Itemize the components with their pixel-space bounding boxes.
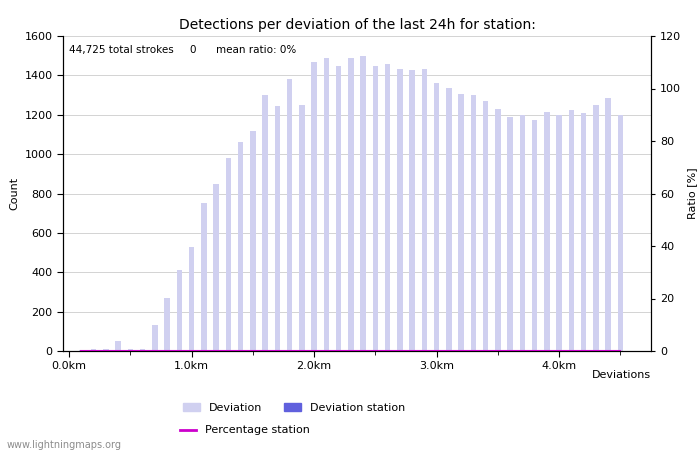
Bar [508, 117, 513, 351]
Bar [458, 94, 464, 351]
Legend: Deviation, Deviation station: Deviation, Deviation station [183, 403, 405, 413]
Bar [556, 115, 562, 351]
Bar [385, 63, 391, 351]
Bar [225, 158, 231, 351]
Bar [152, 325, 158, 351]
Bar [250, 131, 255, 351]
Y-axis label: Count: Count [9, 177, 19, 210]
Legend: Percentage station: Percentage station [180, 425, 310, 436]
Bar [214, 184, 219, 351]
Bar [127, 349, 133, 351]
Bar [91, 349, 97, 351]
Y-axis label: Ratio [%]: Ratio [%] [687, 168, 696, 219]
Bar [360, 56, 366, 351]
Bar [581, 113, 587, 351]
Bar [189, 247, 195, 351]
Bar [544, 112, 550, 351]
Bar [410, 71, 415, 351]
Bar [176, 270, 182, 351]
Bar [519, 115, 525, 351]
Bar [446, 88, 452, 351]
Bar [164, 298, 170, 351]
Bar [483, 101, 489, 351]
Bar [78, 350, 84, 351]
Bar [140, 349, 146, 351]
Bar [312, 62, 317, 351]
Bar [274, 106, 280, 351]
Bar [262, 95, 268, 351]
Bar [470, 95, 476, 351]
Bar [336, 66, 342, 351]
Text: Deviations: Deviations [592, 370, 651, 380]
Bar [532, 120, 538, 351]
Bar [617, 115, 623, 351]
Bar [299, 105, 304, 351]
Title: Detections per deviation of the last 24h for station:: Detections per deviation of the last 24h… [178, 18, 536, 32]
Bar [397, 69, 402, 351]
Text: 44,725 total strokes     0      mean ratio: 0%: 44,725 total strokes 0 mean ratio: 0% [69, 45, 296, 55]
Bar [568, 110, 574, 351]
Bar [238, 142, 244, 351]
Bar [606, 98, 611, 351]
Bar [421, 69, 427, 351]
Text: www.lightningmaps.org: www.lightningmaps.org [7, 440, 122, 450]
Bar [593, 105, 598, 351]
Bar [287, 79, 293, 351]
Bar [103, 349, 108, 351]
Bar [323, 58, 329, 351]
Bar [348, 58, 354, 351]
Bar [201, 203, 206, 351]
Bar [434, 83, 440, 351]
Bar [495, 109, 500, 351]
Bar [116, 341, 121, 351]
Bar [372, 66, 378, 351]
